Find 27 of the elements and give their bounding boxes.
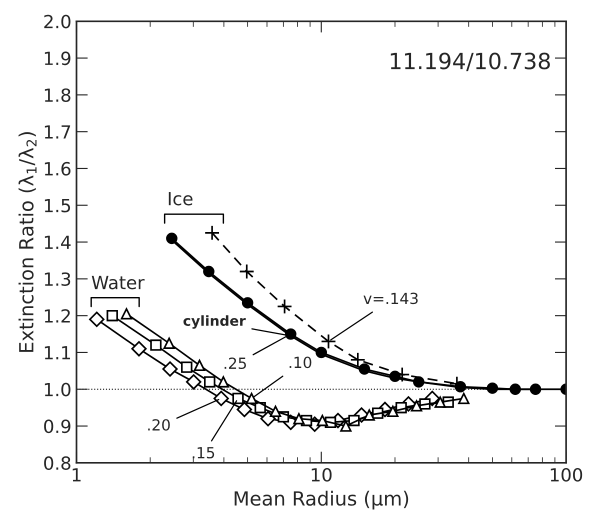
annotation: Ice: [168, 192, 192, 206]
y-tick-label: 0.8: [44, 456, 70, 470]
x-tick-label: 1: [72, 468, 81, 482]
y-tick-label: 1.3: [44, 272, 70, 286]
annotation: cylinder: [183, 315, 246, 329]
y-tick-label: 1.9: [44, 52, 70, 66]
y-tick-label: 1.2: [44, 309, 70, 323]
x-tick-label: 100: [550, 468, 582, 482]
annotation: .25: [224, 357, 246, 370]
y-tick-label: 1.0: [44, 382, 70, 396]
annotation: Water: [92, 276, 145, 290]
y-tick-label: 1.6: [44, 162, 71, 176]
x-tick-label: 10: [312, 468, 332, 482]
y-tick-label: 1.4: [44, 236, 71, 249]
annotation: v=.143: [364, 292, 418, 304]
annotation: .10: [290, 356, 312, 368]
y-tick-label: 1.7: [44, 125, 70, 139]
annotation: .15: [192, 447, 214, 458]
y-tick-label: 2.0: [44, 14, 70, 28]
y-tick-label: 1.1: [44, 346, 70, 360]
annotation: 11.194/10.738: [390, 52, 550, 72]
y-tick-label: 1.5: [44, 198, 70, 212]
y-axis-title: Extinction Ratio (λ$_{1}$/λ$_{2}$): [18, 132, 37, 352]
x-axis-title: Mean Radius (μm): [234, 490, 408, 510]
y-tick-label: 1.8: [44, 88, 70, 102]
annotation: .20: [148, 419, 170, 431]
y-tick-label: 0.9: [44, 420, 70, 434]
